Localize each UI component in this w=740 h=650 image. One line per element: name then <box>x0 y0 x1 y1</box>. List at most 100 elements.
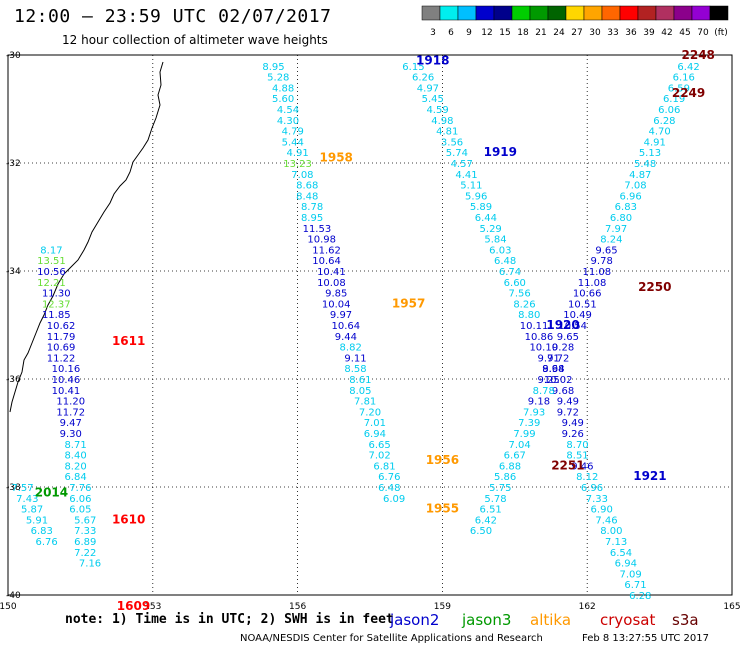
colorbar-tick-label: 42 <box>661 28 672 38</box>
wave-height-label: 9.65 <box>595 245 617 256</box>
pass-time-label: 2249 <box>672 86 705 100</box>
legend-s3a: s3a <box>672 611 699 629</box>
wave-height-label: 10.56 <box>37 267 66 278</box>
wave-height-label: 6.76 <box>378 472 400 483</box>
wave-height-label: 10.08 <box>317 278 346 289</box>
wave-height-label: 9.47 <box>60 418 82 429</box>
color-scale-bar: 3 6 9 12 15 18 21 24 27 30 33 36 39 42 45 70 (ft) <box>421 5 729 38</box>
wave-height-label: 4.81 <box>436 127 458 138</box>
wave-height-map: 150 153 156 159 162 165 -30 -32 -34 -36 -38 -40 8.95… <box>0 48 740 613</box>
wave-height-label: 6.83 <box>615 202 637 213</box>
wave-height-label: 6.48 <box>378 483 400 494</box>
wave-height-label: 10.10 <box>529 343 558 354</box>
wave-height-label: 6.48 <box>494 256 516 267</box>
wave-height-label: 8.51 <box>566 451 588 462</box>
wave-height-label: 4.88 <box>272 83 294 94</box>
wave-height-label: 6.42 <box>677 62 699 73</box>
longitude-tick-label: 165 <box>723 602 740 612</box>
wave-height-label: 8.78 <box>301 202 323 213</box>
track-s3a: 6.426.166.596.196.066.284.704.915.135.48… <box>470 48 715 537</box>
wave-height-label: 6.71 <box>624 580 646 591</box>
track-cryosat: 8.1713.5110.5612.2111.3012.3711.8510.621… <box>37 245 150 612</box>
wave-height-label: 8.71 <box>64 440 86 451</box>
wave-height-label: 5.78 <box>484 494 506 505</box>
wave-height-label: 5.86 <box>494 472 516 483</box>
track-jason2: 8.955.284.885.604.544.304.795.444.9113.2… <box>262 62 459 516</box>
wave-height-label: 8.17 <box>40 245 62 256</box>
wave-height-label: 4.91 <box>286 148 308 159</box>
colorbar-tick-label: 9 <box>466 28 472 38</box>
wave-height-label: 6.81 <box>373 461 395 472</box>
page-subtitle: 12 hour collection of altimeter wave hei… <box>62 33 328 47</box>
coastline <box>9 61 164 413</box>
wave-height-label: 5.60 <box>272 94 294 105</box>
pass-time-label: 1955 <box>426 502 459 516</box>
wave-height-label: 4.79 <box>282 127 304 138</box>
wave-height-label: 4.98 <box>431 116 453 127</box>
wave-height-label: 11.62 <box>312 245 341 256</box>
wave-height-label: 10.02 <box>544 375 573 386</box>
wave-height-label: 8.26 <box>513 299 535 310</box>
wave-height-label: 8.40 <box>64 451 86 462</box>
wave-height-label: 5.13 <box>639 148 661 159</box>
wave-height-label: 6.76 <box>35 537 57 548</box>
pass-time-label: 1958 <box>320 151 353 165</box>
wave-height-label: 6.84 <box>64 472 86 483</box>
wave-height-label: 7.57 <box>11 483 33 494</box>
wave-height-label: 8.00 <box>600 526 622 537</box>
wave-height-label: 5.44 <box>282 137 304 148</box>
wave-height-label: 6.89 <box>74 537 96 548</box>
footer-note: note: 1) Time is in UTC; 2) SWH is in fe… <box>65 612 394 627</box>
wave-height-label: 10.69 <box>47 343 76 354</box>
wave-height-label: 7.97 <box>605 224 627 235</box>
pass-time-label: 2014 <box>35 485 68 499</box>
wave-height-label: 7.09 <box>620 569 642 580</box>
wave-height-label: 9.18 <box>528 397 550 408</box>
wave-height-label: 6.88 <box>499 461 521 472</box>
latitude-tick-label: -32 <box>6 159 21 169</box>
wave-height-label: 7.22 <box>74 548 96 559</box>
longitude-tick-label: 162 <box>579 602 596 612</box>
wave-height-label: 3.56 <box>441 137 463 148</box>
longitude-tick-label: 153 <box>144 602 161 612</box>
wave-height-label: 4.91 <box>644 137 666 148</box>
wave-height-label: 4.97 <box>417 83 439 94</box>
wave-height-label: 6.83 <box>31 526 53 537</box>
wave-height-label: 11.20 <box>56 397 85 408</box>
wave-height-label: 6.60 <box>504 278 526 289</box>
wave-height-label: 7.08 <box>624 181 646 192</box>
footer-credit: NOAA/NESDIS Center for Satellite Applica… <box>240 633 543 644</box>
wave-height-label: 5.45 <box>422 94 444 105</box>
wave-height-label: 7.04 <box>508 440 530 451</box>
wave-height-label: 6.28 <box>629 591 651 602</box>
wave-height-label: 7.99 <box>513 429 535 440</box>
wave-height-label: 7.81 <box>354 397 376 408</box>
colorbar-tick-label: 27 <box>571 28 582 38</box>
wave-height-label: 6.51 <box>480 505 502 516</box>
wave-height-label: 10.04 <box>322 299 351 310</box>
wave-height-label: 6.90 <box>591 505 613 516</box>
wave-height-label: 11.08 <box>578 278 607 289</box>
wave-height-label: 7.76 <box>69 483 91 494</box>
wave-height-label: 5.75 <box>489 483 511 494</box>
longitude-tick-label: 159 <box>434 602 451 612</box>
wave-height-label: 6.96 <box>581 483 603 494</box>
pass-time-label: 1611 <box>112 334 145 348</box>
wave-height-label: 8.48 <box>296 191 318 202</box>
latitude-tick-label: -34 <box>6 267 21 277</box>
wave-height-label: 7.43 <box>16 494 38 505</box>
wave-height-label: 10.49 <box>563 310 592 321</box>
track-jason3: 7.577.435.875.916.836.76 2014 <box>11 483 68 548</box>
colorbar-tick-label: 6 <box>448 28 454 38</box>
wave-height-label: 4.70 <box>648 127 670 138</box>
wave-height-label: 9.25 <box>537 375 559 386</box>
wave-height-label: 7.33 <box>74 526 96 537</box>
wave-height-label: 13.51 <box>37 256 66 267</box>
wave-height-label: 5.11 <box>460 181 482 192</box>
colorbar-tick-label: 30 <box>589 28 601 38</box>
wave-height-label: 10.86 <box>525 332 554 343</box>
legend-altika: altika <box>530 611 572 629</box>
page-title: 12:00 – 23:59 UTC 02/07/2017 <box>14 6 332 27</box>
wave-height-label: 6.80 <box>610 213 632 224</box>
colorbar-tick-label: (ft) <box>714 28 728 38</box>
